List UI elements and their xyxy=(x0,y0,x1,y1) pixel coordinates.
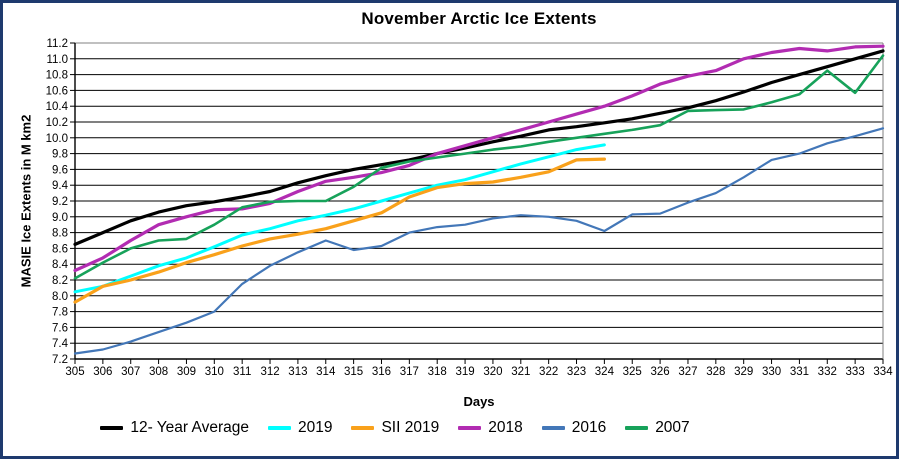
legend-item-2016: 2016 xyxy=(541,419,607,437)
x-tick-label: 314 xyxy=(316,366,336,378)
y-tick-label: 11.2 xyxy=(46,38,68,50)
x-tick-label: 325 xyxy=(623,366,642,378)
series-lines xyxy=(73,44,885,355)
legend: 12- Year Average 2019 SII 2019 2018 2016… xyxy=(0,419,790,437)
x-tick-label: 320 xyxy=(483,366,502,378)
y-tick-label: 8.0 xyxy=(52,291,68,303)
y-tick-label: 10.4 xyxy=(46,101,69,113)
legend-item-2018: 2018 xyxy=(458,419,523,437)
y-tick-label: 7.6 xyxy=(52,322,68,334)
series-line-2018 xyxy=(73,44,885,273)
legend-item-2019: 2019 xyxy=(267,419,333,437)
y-tick-label: 9.6 xyxy=(52,164,68,176)
x-tick-label: 309 xyxy=(177,366,196,378)
legend-swatch-sii-2019 xyxy=(351,426,375,430)
series-line-2007 xyxy=(73,54,885,280)
x-tick-label: 317 xyxy=(400,366,419,378)
y-tick-label: 8.2 xyxy=(52,275,68,287)
series-line-2019 xyxy=(73,143,606,294)
x-tick-label: 323 xyxy=(567,366,586,378)
x-tick-label: 322 xyxy=(539,366,558,378)
x-tick-label: 315 xyxy=(344,366,363,378)
y-tick-label: 9.4 xyxy=(52,180,69,192)
legend-swatch-2018 xyxy=(458,426,482,430)
y-tick-label: 9.8 xyxy=(52,149,68,161)
x-tick-label: 328 xyxy=(706,366,725,378)
y-tick-label: 8.4 xyxy=(52,259,69,271)
x-tick-label: 313 xyxy=(288,366,307,378)
x-tick-label: 321 xyxy=(511,366,530,378)
chart-title: November Arctic Ice Extents xyxy=(361,9,597,28)
x-tick-label: 312 xyxy=(260,366,279,378)
x-tick-label: 311 xyxy=(233,366,251,378)
x-tick-label: 306 xyxy=(93,366,112,378)
legend-swatch-2019 xyxy=(267,426,291,430)
x-tick-label: 334 xyxy=(873,366,893,378)
x-tick-label: 333 xyxy=(846,366,865,378)
x-axis-title: Days xyxy=(463,394,495,409)
x-tick-label: 305 xyxy=(65,366,84,378)
y-tick-label: 8.6 xyxy=(52,243,68,255)
x-tick-label: 329 xyxy=(734,366,753,378)
series-line-12-year-average xyxy=(73,49,885,246)
y-tick-label: 7.4 xyxy=(52,338,69,350)
legend-item-12-year-average: 12- Year Average xyxy=(100,419,249,437)
x-tick-label: 316 xyxy=(372,366,391,378)
x-tick-label: 310 xyxy=(205,366,224,378)
x-tick-label: 326 xyxy=(651,366,670,378)
legend-label-2016: 2016 xyxy=(571,419,607,436)
x-tick-label: 318 xyxy=(428,366,447,378)
y-tick-label: 9.2 xyxy=(52,196,68,208)
legend-label-12-year-average: 12- Year Average xyxy=(130,419,249,436)
x-tick-label: 331 xyxy=(790,366,809,378)
gridlines xyxy=(75,42,883,360)
x-tick-label: 319 xyxy=(455,366,474,378)
x-tick-label: 327 xyxy=(678,366,697,378)
y-tick-label: 10.6 xyxy=(46,85,68,97)
y-tick-label: 9.0 xyxy=(52,212,68,224)
legend-label-2007: 2007 xyxy=(655,419,690,436)
y-tick-label: 10.0 xyxy=(46,133,68,145)
x-tick-label: 307 xyxy=(121,366,140,378)
y-tick-label: 7.8 xyxy=(52,307,68,319)
axes xyxy=(70,42,884,364)
y-tick-label: 10.8 xyxy=(46,70,68,82)
legend-swatch-2016 xyxy=(541,426,565,430)
y-tick-label: 8.8 xyxy=(52,228,68,240)
legend-item-2007: 2007 xyxy=(625,419,690,437)
y-tick-label: 11.0 xyxy=(46,54,68,66)
x-tick-label: 324 xyxy=(595,366,615,378)
legend-label-2018: 2018 xyxy=(488,419,523,436)
y-tick-label: 10.2 xyxy=(46,117,68,129)
legend-label-sii-2019: SII 2019 xyxy=(381,419,440,436)
series-line-sii-2019 xyxy=(73,157,607,304)
x-tick-label: 308 xyxy=(149,366,168,378)
legend-swatch-12-year-average xyxy=(100,426,124,430)
legend-item-sii-2019: SII 2019 xyxy=(351,419,439,437)
tick-labels: 7.2 7.4 7.6 7.8 8.0 8.2 8.4 8.6 8.8 9.0 9.2 9.4 9.6 9… xyxy=(46,38,894,378)
x-tick-label: 332 xyxy=(818,366,837,378)
x-tick-label: 330 xyxy=(762,366,781,378)
legend-swatch-2007 xyxy=(625,426,649,430)
y-tick-label: 7.2 xyxy=(52,354,68,366)
y-axis-title: MASIE Ice Extents in M km2 xyxy=(18,114,34,288)
legend-label-2019: 2019 xyxy=(297,419,333,436)
series-line-2016 xyxy=(73,127,885,355)
